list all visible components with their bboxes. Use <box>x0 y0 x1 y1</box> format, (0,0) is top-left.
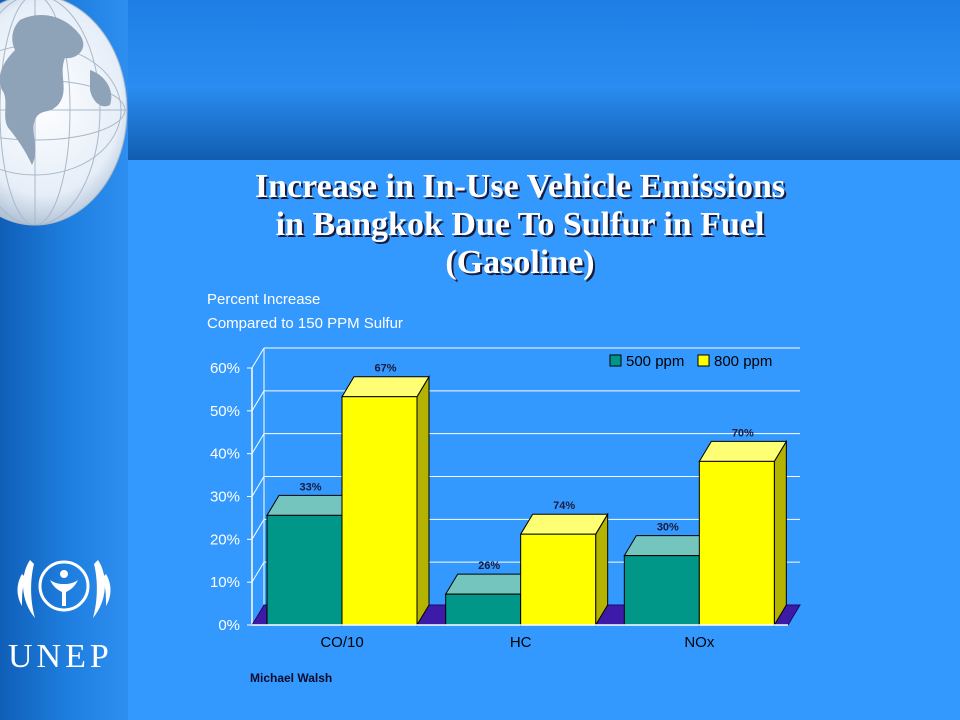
bars: 33% 67% 26% 74% 30% 70% <box>266 363 788 627</box>
top-header-band <box>128 0 960 160</box>
bar-data-label: 70% <box>732 427 754 439</box>
bar-top <box>266 494 355 516</box>
y-tick-label: 0% <box>218 617 240 634</box>
y-tick-label: 20% <box>210 531 240 548</box>
legend-swatch <box>609 354 622 367</box>
unep-logo-text: UNEP <box>8 638 113 675</box>
title-line-3: (Gasoline) <box>445 244 595 281</box>
bar-top <box>444 573 534 595</box>
gridline-diagonal <box>251 476 265 497</box>
bar <box>623 555 700 626</box>
unep-logo <box>17 560 111 618</box>
bar <box>445 593 522 626</box>
slide-title: Increase in In-Use Vehicle Emissions in … <box>160 168 880 282</box>
chart-subtitle-line-1: Percent Increase <box>207 291 321 308</box>
bar <box>698 460 775 626</box>
gridline-diagonal <box>251 519 265 540</box>
bar-chart: 0%10%20%30%40%50%60% 33%67%26%74%30%70% … <box>210 347 801 651</box>
bar-side <box>773 439 787 627</box>
gridline-diagonal <box>251 390 265 412</box>
title-line-2: in Bangkok Due To Sulfur in Fuel <box>275 206 765 243</box>
bar-data-label: 67% <box>374 363 396 375</box>
x-tick-label: NOx <box>684 634 715 651</box>
author-credit: Michael Walsh <box>250 671 333 685</box>
bar <box>341 396 418 626</box>
x-axis: CO/10 HC NOx <box>252 624 788 651</box>
title-line-1: Increase in In-Use Vehicle Emissions <box>254 168 786 205</box>
chart-subtitle-line-2: Compared to 150 PPM Sulfur <box>207 315 403 332</box>
y-axis: 0% 10% 20% 30% 40% 50% 60% <box>210 360 252 634</box>
legend-label: 800 ppm <box>714 353 772 370</box>
y-tick-label: 30% <box>210 489 240 506</box>
bar-top <box>698 440 788 462</box>
bar-data-label: 30% <box>657 522 679 534</box>
legend-swatch <box>697 354 710 367</box>
globe-icon <box>0 0 128 226</box>
y-tick-label: 50% <box>210 403 240 420</box>
legend-label: 500 ppm <box>626 353 684 370</box>
gridline-diagonal <box>251 433 265 454</box>
bar-top <box>623 535 713 557</box>
bar <box>266 514 343 626</box>
x-tick-label: CO/10 <box>320 634 363 651</box>
y-tick-label: 10% <box>210 574 240 591</box>
bar-data-label: 26% <box>478 560 500 572</box>
bar-data-label: 74% <box>553 500 575 512</box>
bar-top <box>341 376 430 398</box>
x-tick-label: HC <box>510 634 532 651</box>
bar-top <box>519 513 609 535</box>
bar-data-label: 33% <box>299 481 321 493</box>
gridline-diagonal <box>251 561 265 583</box>
bar-side <box>416 374 430 627</box>
chart-legend: 500 ppm 800 ppm <box>609 353 772 370</box>
y-tick-label: 40% <box>210 446 240 463</box>
gridline-diagonal <box>251 347 265 369</box>
y-tick-label: 60% <box>210 360 240 377</box>
bar <box>520 533 597 626</box>
